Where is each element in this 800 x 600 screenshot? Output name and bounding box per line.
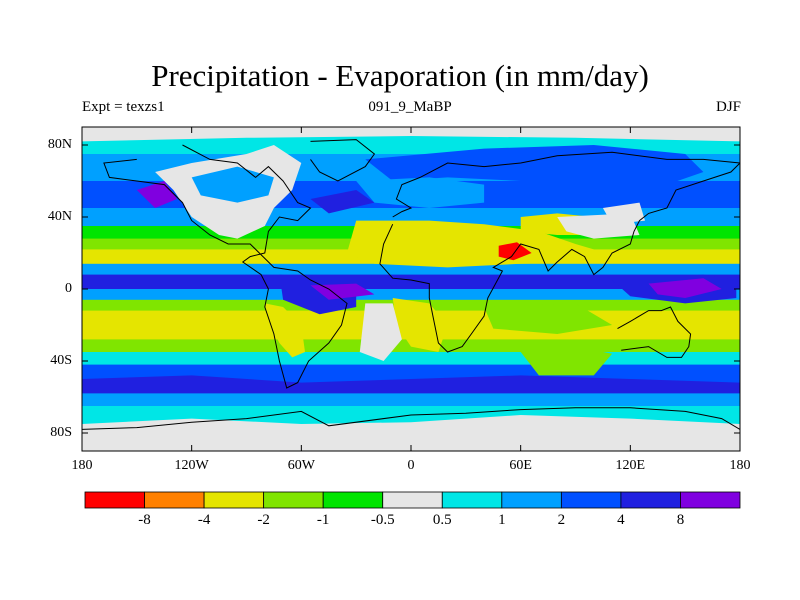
region-australia [520, 346, 613, 376]
colorbar [84, 491, 741, 509]
region-arctic-light [82, 127, 740, 142]
region-indian-ocean-dry [484, 303, 613, 334]
band-7 [82, 263, 740, 276]
colorbar-swatch-0 [84, 491, 145, 509]
x-tick-label: 0 [407, 458, 415, 473]
colorbar-swatch-7 [501, 491, 562, 509]
colorbar-label: 0.5 [432, 512, 452, 528]
colorbar-swatch-9 [620, 491, 681, 509]
region-europe-asia-north [365, 145, 704, 190]
x-tick-label: 180 [729, 458, 751, 473]
colorbar-label: 2 [557, 512, 566, 528]
colorbar-swatch-10 [680, 491, 741, 509]
region-eurasia-west [356, 177, 485, 208]
colorbar-swatch-5 [382, 491, 443, 509]
band-8 [82, 274, 740, 290]
colorbar-swatch-3 [263, 491, 324, 509]
x-tick-label: 120E [615, 458, 646, 473]
coastline-antarctica-outline [82, 407, 740, 430]
coastline-layer [82, 139, 740, 430]
region-indo-wet [648, 278, 722, 298]
field-layer [82, 127, 740, 451]
region-africa-west-dry [359, 303, 402, 361]
region-southern-ocean-dark [82, 375, 740, 394]
x-tick-label: 60E [509, 458, 532, 473]
region-south-america-west [264, 303, 305, 358]
chart-title: Precipitation - Evaporation (in mm/day) [151, 58, 649, 93]
colorbar-label: 8 [676, 512, 685, 528]
colorbar-swatch-8 [560, 491, 622, 509]
y-tick-label: 40S [50, 353, 72, 368]
region-east-china-dry [602, 202, 645, 225]
x-tick-label: 120W [174, 458, 209, 473]
coastline-australia-outline [617, 306, 692, 358]
coastline-greenland-outline [310, 139, 376, 182]
colorbar-label: -4 [197, 512, 211, 528]
x-tick-label: 180 [71, 458, 93, 473]
y-tick-label: 0 [65, 281, 72, 296]
y-tick-label: 40N [47, 209, 72, 224]
band-13 [82, 352, 740, 366]
colorbar-label: -0.5 [370, 512, 395, 528]
region-atlantic-storm [310, 190, 375, 214]
period-label: 091_9_MaBP [368, 99, 452, 115]
colorbar-label: 1 [498, 512, 506, 528]
colorbar-label: -2 [257, 512, 270, 528]
season-label: DJF [715, 99, 741, 115]
coastline-eurasia-africa-outline [379, 151, 740, 353]
colorbar-swatch-6 [441, 491, 503, 509]
colorbar-label: -1 [316, 512, 330, 528]
colorbar-swatch-4 [322, 491, 384, 509]
colorbar-label: -8 [138, 512, 151, 528]
coastline-americas-outline [103, 144, 348, 389]
colorbar-swatch-2 [203, 491, 265, 509]
band-9 [82, 289, 740, 301]
region-africa-south [392, 298, 448, 352]
y-tick-label: 80N [47, 137, 72, 152]
axis-ticks [81, 127, 741, 451]
experiment-label: Expt = texzs1 [82, 99, 165, 115]
colorbar-label: 4 [617, 512, 625, 528]
y-tick-label: 80S [50, 425, 72, 440]
x-tick-label: 60W [287, 458, 315, 473]
colorbar-swatch-1 [144, 491, 205, 509]
region-antarctica [82, 415, 740, 451]
